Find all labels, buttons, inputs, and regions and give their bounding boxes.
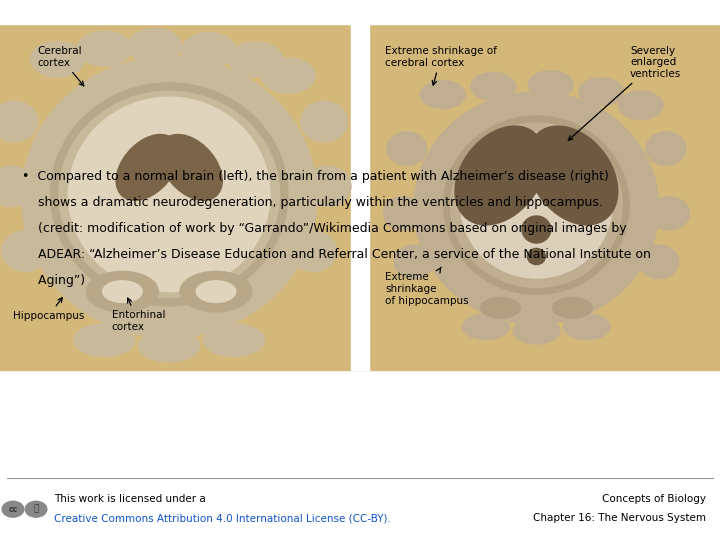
Ellipse shape bbox=[203, 324, 265, 356]
Text: Chapter 16: The Nervous System: Chapter 16: The Nervous System bbox=[533, 514, 706, 523]
Text: cc: cc bbox=[9, 505, 17, 514]
Ellipse shape bbox=[180, 271, 252, 312]
Ellipse shape bbox=[563, 314, 610, 340]
Text: Creative Commons Attribution 4.0 International License (CC-BY).: Creative Commons Attribution 4.0 Interna… bbox=[54, 514, 391, 523]
Ellipse shape bbox=[387, 132, 426, 165]
Text: Concepts of Biology: Concepts of Biology bbox=[602, 495, 706, 504]
Ellipse shape bbox=[649, 197, 689, 230]
Ellipse shape bbox=[471, 72, 516, 100]
Ellipse shape bbox=[0, 102, 37, 141]
Bar bbox=[351, 0, 369, 370]
Ellipse shape bbox=[86, 271, 158, 312]
Ellipse shape bbox=[73, 324, 135, 356]
Ellipse shape bbox=[300, 102, 347, 141]
Ellipse shape bbox=[0, 166, 34, 206]
Ellipse shape bbox=[30, 42, 85, 77]
Text: ADEAR: “Alzheimer’s Disease Education and Referral Center, a service of the Nati: ADEAR: “Alzheimer’s Disease Education an… bbox=[22, 248, 650, 261]
Text: Hippocampus: Hippocampus bbox=[13, 298, 84, 321]
Ellipse shape bbox=[159, 134, 222, 200]
Ellipse shape bbox=[128, 28, 181, 63]
Ellipse shape bbox=[463, 314, 510, 340]
Ellipse shape bbox=[289, 231, 336, 271]
Ellipse shape bbox=[618, 91, 663, 119]
Text: This work is licensed under a: This work is licensed under a bbox=[54, 495, 206, 504]
Ellipse shape bbox=[68, 97, 270, 292]
Ellipse shape bbox=[461, 132, 612, 278]
Ellipse shape bbox=[647, 132, 685, 165]
Ellipse shape bbox=[304, 166, 351, 206]
Ellipse shape bbox=[455, 126, 546, 225]
Ellipse shape bbox=[527, 248, 546, 265]
Ellipse shape bbox=[394, 245, 433, 279]
Ellipse shape bbox=[138, 329, 199, 362]
Ellipse shape bbox=[196, 281, 236, 302]
Ellipse shape bbox=[420, 80, 465, 109]
Ellipse shape bbox=[162, 140, 176, 157]
Ellipse shape bbox=[579, 78, 624, 106]
Ellipse shape bbox=[102, 281, 142, 302]
Text: Ⓞ: Ⓞ bbox=[33, 505, 39, 514]
Bar bbox=[0, 0, 720, 24]
Ellipse shape bbox=[639, 245, 679, 279]
Ellipse shape bbox=[384, 197, 423, 230]
Bar bbox=[0, 0, 720, 370]
Circle shape bbox=[1, 501, 24, 518]
Ellipse shape bbox=[552, 298, 592, 318]
Ellipse shape bbox=[528, 71, 573, 99]
Bar bbox=[0, 170, 720, 540]
Text: Entorhinal
cortex: Entorhinal cortex bbox=[112, 298, 165, 332]
Ellipse shape bbox=[513, 318, 560, 344]
Circle shape bbox=[24, 501, 48, 518]
Text: Cerebral
cortex: Cerebral cortex bbox=[37, 46, 84, 86]
Ellipse shape bbox=[481, 298, 520, 318]
Ellipse shape bbox=[1, 231, 48, 271]
Ellipse shape bbox=[229, 42, 283, 77]
Ellipse shape bbox=[78, 31, 131, 66]
Ellipse shape bbox=[522, 216, 551, 243]
Ellipse shape bbox=[527, 126, 618, 225]
Ellipse shape bbox=[181, 32, 236, 68]
Text: (credit: modification of work by “Garrando”/Wikimedia Commons based on original : (credit: modification of work by “Garran… bbox=[22, 222, 626, 235]
Ellipse shape bbox=[22, 57, 317, 338]
Ellipse shape bbox=[261, 58, 315, 93]
Ellipse shape bbox=[116, 134, 179, 200]
Text: Extreme shrinkage of
cerebral cortex: Extreme shrinkage of cerebral cortex bbox=[385, 46, 497, 85]
Text: Extreme
shrinkage
of hippocampus: Extreme shrinkage of hippocampus bbox=[385, 267, 469, 306]
Ellipse shape bbox=[414, 92, 659, 324]
Text: •  Compared to a normal brain (left), the brain from a patient with Alzheimer’s : • Compared to a normal brain (left), the… bbox=[22, 170, 608, 183]
Text: Severely
enlarged
ventricles: Severely enlarged ventricles bbox=[568, 45, 681, 140]
Text: shows a dramatic neurodegeneration, particularly within the ventricles and hippo: shows a dramatic neurodegeneration, part… bbox=[22, 196, 603, 209]
Text: Aging”): Aging”) bbox=[22, 274, 85, 287]
